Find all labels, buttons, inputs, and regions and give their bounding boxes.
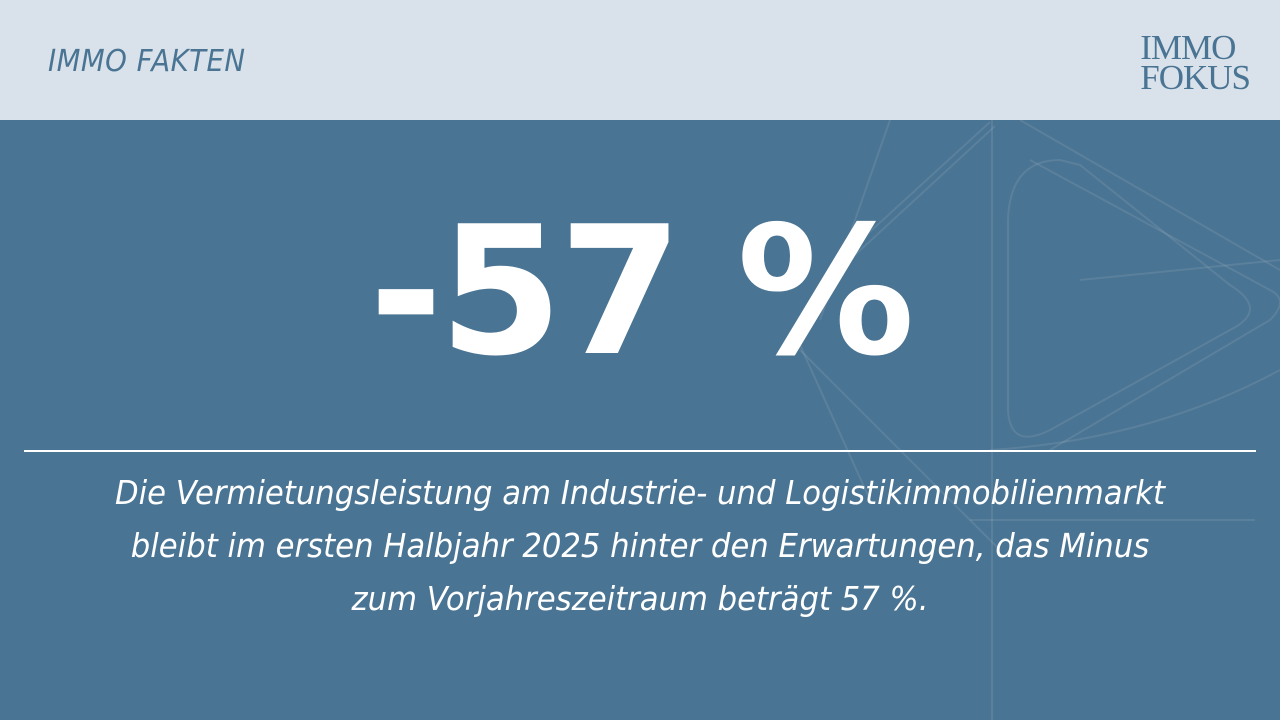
description-line-3: zum Vorjahreszeitraum beträgt 57 %. bbox=[351, 579, 929, 618]
section-title: IMMO FAKTEN bbox=[48, 44, 246, 79]
divider-line bbox=[24, 450, 1256, 452]
description-line-1: Die Vermietungsleistung am Industrie- un… bbox=[114, 473, 1166, 512]
header-bar: IMMO FAKTEN IMMO FOKUS bbox=[0, 0, 1280, 120]
description-line-2: bleibt im ersten Halbjahr 2025 hinter de… bbox=[130, 526, 1150, 565]
logo-line-2: FOKUS bbox=[1140, 58, 1251, 97]
immofokus-logo: IMMO FOKUS bbox=[1140, 28, 1251, 97]
fact-description: Die Vermietungsleistung am Industrie- un… bbox=[20, 466, 1260, 625]
fact-panel: -57 % Die Vermietungsleistung am Industr… bbox=[0, 120, 1280, 720]
logo-line-1: IMMO bbox=[1140, 28, 1236, 67]
headline-statistic: -57 % bbox=[369, 188, 915, 395]
